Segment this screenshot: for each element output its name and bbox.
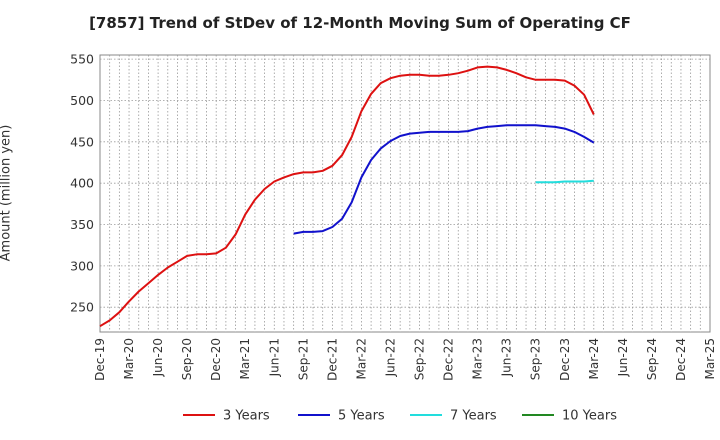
x-tick-label: Mar-21 xyxy=(238,338,252,379)
plot-border xyxy=(99,54,711,333)
x-tick-label: Mar-24 xyxy=(587,338,601,379)
legend-label: 3 Years xyxy=(223,409,270,424)
x-tick-label: Dec-23 xyxy=(558,338,572,381)
x-tick-label: Jun-23 xyxy=(500,338,514,377)
x-tick-label: Jun-20 xyxy=(151,338,165,377)
legend-item: 3 Years xyxy=(183,409,270,424)
y-tick-label: 300 xyxy=(70,258,94,273)
x-tick-label: Sep-20 xyxy=(180,338,194,380)
y-tick-label: 350 xyxy=(70,217,94,232)
series-line xyxy=(293,124,595,235)
x-tick-label: Jun-24 xyxy=(616,338,630,377)
legend-item: 5 Years xyxy=(298,409,385,424)
x-tick-label: Sep-21 xyxy=(296,338,310,380)
legend-label: 10 Years xyxy=(562,409,617,424)
x-tick-label: Mar-25 xyxy=(703,338,717,379)
x-tick-label: Jun-22 xyxy=(383,338,397,377)
y-tick-labels: 250 300 350 400 450 500 550 xyxy=(70,52,94,315)
y-tick-label: 550 xyxy=(70,52,94,67)
x-tick-label: Sep-24 xyxy=(645,338,659,380)
legend-item: 7 Years xyxy=(410,409,497,424)
legend-label: 5 Years xyxy=(338,409,385,424)
x-tick-label: Dec-19 xyxy=(93,338,107,381)
x-tick-label: Dec-21 xyxy=(325,338,339,381)
series-line xyxy=(99,65,595,328)
x-tick-label: Sep-22 xyxy=(413,338,427,380)
x-tick-label: Dec-22 xyxy=(442,338,456,381)
x-tick-label: Dec-20 xyxy=(209,338,223,381)
x-tick-label: Mar-20 xyxy=(122,338,136,379)
y-tick-label: 450 xyxy=(70,134,94,149)
y-tick-label: 250 xyxy=(70,300,94,315)
grid-lines xyxy=(100,55,710,332)
series-lines xyxy=(99,65,595,328)
x-tick-label: Jun-21 xyxy=(267,338,281,377)
y-tick-label: 400 xyxy=(70,176,94,191)
x-tick-labels: Dec-19 Mar-20 Jun-20 Sep-20 Dec-20 Mar-21 Jun-… xyxy=(93,338,717,381)
plot-area xyxy=(99,54,711,333)
x-tick-label: Mar-23 xyxy=(471,338,485,379)
x-tick-label: Sep-23 xyxy=(529,338,543,380)
chart-title: [7857] Trend of StDev of 12-Month Moving… xyxy=(89,14,631,32)
x-tick-label: Mar-22 xyxy=(354,338,368,379)
y-tick-label: 500 xyxy=(70,93,94,108)
legend: 3 Years 5 Years 7 Years 10 Years xyxy=(183,409,617,424)
legend-item: 10 Years xyxy=(522,409,617,424)
legend-label: 7 Years xyxy=(450,409,497,424)
x-tick-label: Dec-24 xyxy=(674,338,688,381)
series-line xyxy=(535,179,594,184)
